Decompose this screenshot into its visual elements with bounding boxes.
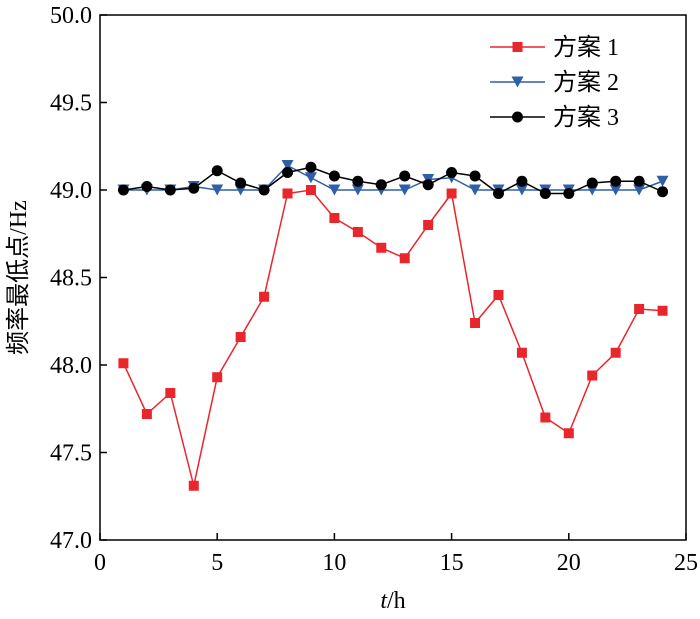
- legend: 方案 1 方案 2 方案 3: [490, 34, 619, 131]
- series-layer: [117, 160, 669, 491]
- series-3-point: [422, 179, 434, 191]
- series-1-point: [493, 290, 504, 300]
- series-2-point: [328, 184, 341, 196]
- series-1: [118, 185, 668, 491]
- x-tick-label: 20: [557, 550, 581, 576]
- series-3-point: [446, 167, 458, 178]
- series-1-point: [118, 358, 129, 369]
- series-1-point: [470, 318, 481, 328]
- series-3-point: [235, 177, 247, 189]
- series-3-point: [141, 181, 153, 192]
- series-1-point: [329, 213, 340, 223]
- series-3-point: [516, 175, 528, 187]
- x-axis-label-unit: /h: [387, 588, 406, 614]
- series-1-point: [540, 412, 551, 423]
- series-1-point: [282, 188, 293, 199]
- series-3-point: [258, 184, 270, 196]
- series-1-point: [188, 480, 199, 491]
- series-3-point: [282, 167, 294, 178]
- series-3: [117, 161, 669, 199]
- series-1-point: [399, 253, 410, 264]
- x-tick-label: 0: [94, 550, 106, 576]
- y-tick-label: 49.0: [50, 178, 92, 204]
- series-1-point: [141, 409, 152, 419]
- axis-labels: t/h 频率最低点/Hz: [5, 200, 406, 614]
- series-1-point: [657, 305, 668, 316]
- series-1-point: [235, 332, 246, 342]
- series-2-point: [656, 175, 669, 187]
- series-1-point: [516, 347, 527, 358]
- legend-label: 方案 3: [553, 104, 619, 131]
- series-3-point: [352, 175, 364, 187]
- legend-marker: [511, 76, 524, 88]
- series-2-point: [609, 184, 622, 196]
- legend-label: 方案 2: [553, 69, 619, 96]
- legend-marker: [512, 111, 523, 123]
- series-3-point: [399, 170, 411, 182]
- legend-item-1: 方案 1: [490, 34, 619, 61]
- series-1-line: [122, 189, 663, 486]
- series-3-point: [117, 184, 129, 196]
- series-3-point: [657, 186, 669, 198]
- series-2-point: [351, 184, 364, 196]
- series-3-point: [539, 188, 551, 199]
- x-tick-label: 10: [322, 550, 346, 576]
- series-3-point: [305, 161, 317, 173]
- y-axis-label: 频率最低点/Hz: [5, 200, 32, 355]
- series-1-point: [165, 388, 176, 398]
- series-3-point: [586, 177, 598, 189]
- series-3-point: [633, 175, 645, 187]
- series-1-point: [446, 188, 457, 199]
- series-1-point: [259, 291, 270, 302]
- series-1-point: [212, 372, 223, 383]
- legend-label: 方案 1: [553, 34, 619, 61]
- series-1-point: [305, 185, 316, 195]
- y-tick-label: 50.0: [50, 3, 92, 29]
- y-tick-label: 48.5: [50, 266, 92, 292]
- x-tick-label: 25: [674, 550, 698, 576]
- series-2: [117, 160, 669, 196]
- series-3-point: [563, 188, 575, 199]
- series-3-point: [610, 175, 622, 187]
- series-3-point: [469, 170, 481, 182]
- series-1-point: [587, 370, 598, 381]
- x-axis-label-var: t: [380, 588, 388, 614]
- series-1-point: [423, 220, 434, 230]
- series-3-point: [211, 165, 223, 177]
- ticks: 0 5 10 15 20 25 47.0 47.5 48.0 48.5 49.0 49.5 50.0: [50, 3, 698, 576]
- series-1-point: [634, 304, 645, 314]
- series-1-point: [352, 227, 363, 237]
- series-2-point: [211, 184, 224, 196]
- series-3-point: [328, 170, 340, 182]
- y-tick-label: 47.0: [50, 528, 92, 554]
- series-1-point: [376, 242, 387, 253]
- series-3-point: [375, 179, 387, 191]
- y-tick-label: 47.5: [50, 441, 92, 467]
- x-axis-label: t/h: [380, 588, 405, 614]
- series-2-line: [123, 164, 663, 191]
- series-1-point: [610, 347, 621, 358]
- series-3-point: [492, 188, 504, 199]
- series-2-point: [515, 184, 528, 196]
- series-2-point: [469, 184, 482, 196]
- series-2-point: [633, 184, 646, 196]
- series-3-point: [164, 184, 176, 196]
- y-tick-label: 48.0: [50, 353, 92, 379]
- legend-item-2: 方案 2: [490, 69, 619, 96]
- series-2-point: [281, 160, 294, 171]
- legend-item-3: 方案 3: [490, 104, 619, 131]
- series-1-point: [563, 428, 574, 439]
- x-tick-label: 15: [440, 550, 464, 576]
- x-tick-label: 5: [211, 550, 223, 576]
- series-2-point: [304, 172, 317, 184]
- y-tick-label: 49.5: [50, 91, 92, 117]
- series-3-point: [188, 182, 200, 194]
- series-2-point: [398, 184, 411, 196]
- legend-marker: [512, 42, 523, 52]
